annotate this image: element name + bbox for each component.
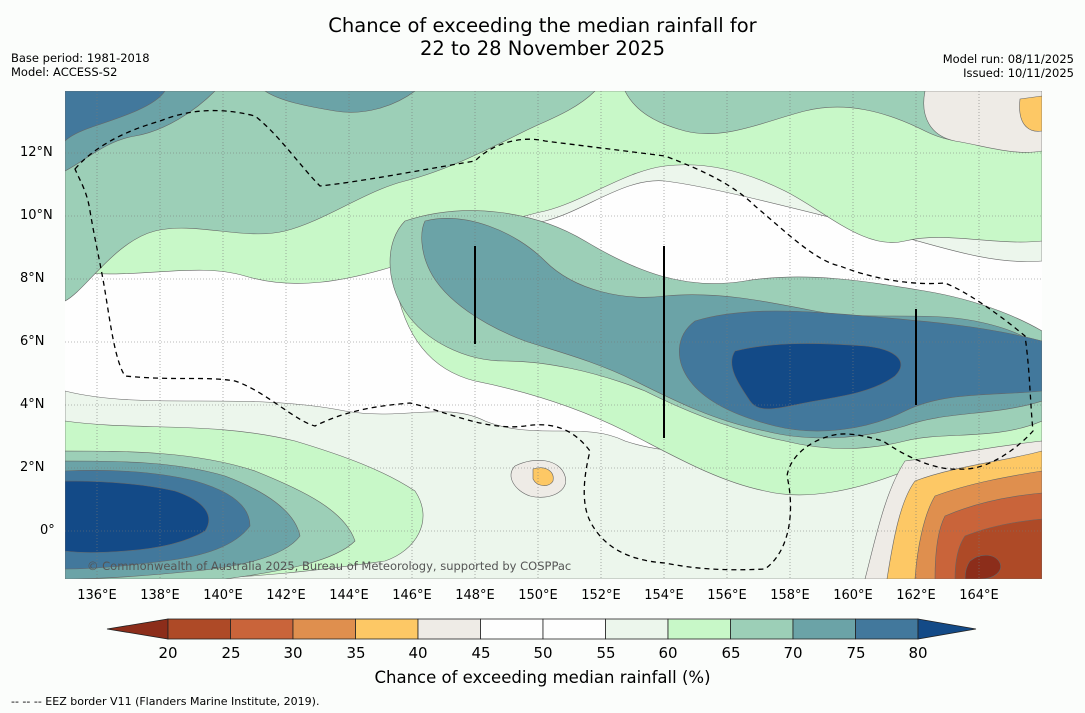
field-35-40-ne [1019,95,1042,132]
colorbar-tick-60: 60 [658,644,678,662]
colorbar-title: Chance of exceeding median rainfall (%) [374,668,711,687]
colorbar-cell-65-70 [730,618,794,640]
lon-label-138e: 138°E [140,588,180,603]
field-75-80-nw [65,91,166,142]
title-line-1: Chance of exceeding the median rainfall … [328,14,757,37]
colorbar-arrow-low [106,618,169,640]
colorbar-tick-65: 65 [721,644,741,662]
gridlines [65,91,1042,579]
chart-title: Chance of exceeding the median rainfall … [0,14,1085,60]
colorbar-cell-20-25 [167,618,231,640]
lon-label-136e: 136°E [77,588,117,603]
model-run: Model run: 08/11/2025 [942,52,1074,66]
field-below-20-se [964,554,1001,579]
colorbar-cell-40-45 [417,618,481,640]
lon-label-154e: 154°E [644,588,684,603]
field-80-east [731,343,902,410]
colorbar-tick-35: 35 [346,644,366,662]
lon-label-160e: 160°E [833,588,873,603]
lon-label-148e: 148°E [455,588,495,603]
colorbar-tick-45: 45 [471,644,491,662]
lon-label-156e: 156°E [707,588,747,603]
colorbar [106,618,977,640]
footnote-eez: -- -- -- EEZ border V11 (Flanders Marine… [11,695,320,708]
lat-label-12n: 12°N [20,145,53,160]
rainfall-map: © Commonwealth of Australia 2025, Bureau… [65,91,1042,579]
colorbar-tick-30: 30 [283,644,303,662]
colorbar-cell-70-75 [792,618,856,640]
colorbar-tick-40: 40 [408,644,428,662]
field-70-75-north [264,91,416,113]
lon-label-144e: 144°E [329,588,369,603]
colorbar-cell-60-65 [667,618,731,640]
colorbar-tick-20: 20 [158,644,178,662]
model-name: Model: ACCESS-S2 [11,65,118,79]
lon-label-146e: 146°E [392,588,432,603]
colorbar-tick-25: 25 [221,644,241,662]
title-line-2: 22 to 28 November 2025 [419,37,666,60]
colorbar-arrow-high [917,618,977,640]
lat-label-6n: 6°N [20,334,45,349]
lon-label-150e: 150°E [518,588,558,603]
lon-label-142e: 142°E [266,588,306,603]
lon-label-158e: 158°E [770,588,810,603]
lon-label-164e: 164°E [959,588,999,603]
colorbar-cell-45-50 [480,618,544,640]
colorbar-tick-55: 55 [596,644,616,662]
lon-label-152e: 152°E [581,588,621,603]
issued-date: Issued: 10/11/2025 [963,66,1074,80]
lon-label-162e: 162°E [896,588,936,603]
field-40-45-ne [923,91,1042,153]
base-period: Base period: 1981-2018 [11,51,150,65]
lat-label-0: 0° [40,523,55,538]
colorbar-tick-70: 70 [783,644,803,662]
lon-label-140e: 140°E [203,588,243,603]
colorbar-cell-75-80 [855,618,919,640]
lat-label-4n: 4°N [20,397,45,412]
colorbar-tick-75: 75 [846,644,866,662]
colorbar-cell-25-30 [230,618,294,640]
meta-left: Base period: 1981-2018 Model: ACCESS-S2 [11,51,150,79]
colorbar-tick-80: 80 [908,644,928,662]
colorbar-cell-35-40 [355,618,419,640]
colorbar-tick-50: 50 [533,644,553,662]
field-65-70 [65,91,596,302]
colorbar-cell-50-55 [542,618,606,640]
lat-label-10n: 10°N [20,208,53,223]
lat-label-2n: 2°N [20,460,45,475]
colorbar-cell-30-35 [292,618,356,640]
copyright-text: © Commonwealth of Australia 2025, Bureau… [87,559,571,573]
colorbar-cell-55-60 [605,618,669,640]
lat-label-8n: 8°N [20,271,45,286]
meta-right: Model run: 08/11/2025 Issued: 10/11/2025 [943,52,1074,80]
eez-border [74,109,1034,571]
field-80-sw [65,480,210,553]
